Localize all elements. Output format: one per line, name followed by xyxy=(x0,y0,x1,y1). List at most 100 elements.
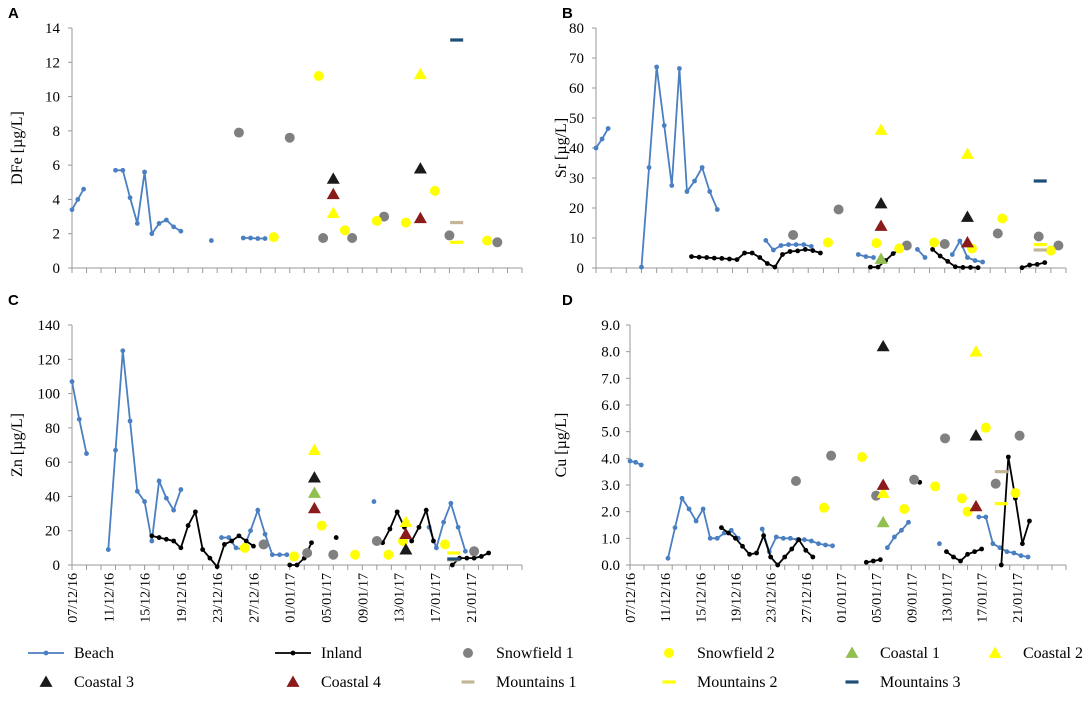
inland-point xyxy=(704,255,710,260)
panel-b-ytick-label: 30 xyxy=(569,171,584,187)
panel-b-series-mountains-1 xyxy=(1033,248,1047,252)
panel-d-ytick-label: 8.0 xyxy=(601,345,620,361)
panel-a-ytick-label: 2 xyxy=(53,227,61,243)
beach-point xyxy=(633,459,639,465)
panel-d-xtick-label: 23/12/16 xyxy=(765,573,780,623)
beach-point xyxy=(661,123,667,128)
snowfield-1-point xyxy=(258,539,269,550)
inland-point xyxy=(171,538,177,544)
inland-point xyxy=(431,538,436,544)
coastal-1-point xyxy=(307,486,321,498)
panel-c-series-coastal-3 xyxy=(307,471,413,555)
panel-b-ytick-label: 60 xyxy=(569,81,584,97)
legend-label: Coastal 1 xyxy=(880,645,940,662)
inland-point xyxy=(930,247,935,252)
panel-b-ytick-label: 70 xyxy=(569,51,584,67)
panel-b: B 0 10 20 30 40 50 60 70 80 Sr [µg/L] xyxy=(553,5,1067,277)
inland-point xyxy=(236,533,242,539)
panel-c-xtick-label: 19/12/16 xyxy=(175,573,190,623)
panel-c-series-mountains-2 xyxy=(447,551,461,555)
beach-point xyxy=(1025,554,1031,560)
legend-label: Coastal 4 xyxy=(321,674,381,691)
inland-point xyxy=(787,249,793,254)
inland-point xyxy=(1027,262,1033,268)
panel-a-ytick-label: 6 xyxy=(53,158,61,174)
beach-point xyxy=(808,244,814,249)
beach-point xyxy=(134,488,140,494)
panel-d-ytick-label: 2.0 xyxy=(601,505,620,521)
beach-point xyxy=(69,379,75,384)
inland-point xyxy=(287,562,293,568)
mountains-2-point xyxy=(447,551,461,555)
panel-c-series-beach xyxy=(69,348,468,558)
snowfield-1-point xyxy=(909,474,920,485)
beach-point xyxy=(780,535,786,541)
legend-swatch xyxy=(286,675,300,687)
snowfield-1-point xyxy=(302,548,313,558)
inland-point xyxy=(222,542,227,547)
coastal-4-point xyxy=(969,499,983,512)
inland-point xyxy=(696,254,702,260)
coastal-4-point xyxy=(399,527,413,540)
panel-d-xtick-label: 07/12/16 xyxy=(624,573,639,623)
inland-point xyxy=(207,555,213,561)
beach-line xyxy=(107,350,182,550)
legend-item-inland: Inland xyxy=(275,645,362,662)
panel-a-series-snowfield-2 xyxy=(268,71,493,246)
beach-point xyxy=(686,506,692,512)
panel-a-ytick-label: 0 xyxy=(53,261,61,277)
snowfield-1-point xyxy=(379,211,390,222)
inland-point xyxy=(1019,265,1025,271)
inland-line xyxy=(1021,261,1045,269)
coastal-4-point xyxy=(326,187,340,200)
panel-d-xtick-label: 09/01/17 xyxy=(905,573,920,623)
coastal-2-point xyxy=(413,67,427,80)
beach-point xyxy=(707,535,713,541)
legend-swatch xyxy=(463,648,473,658)
beach-point xyxy=(665,555,671,561)
beach-point xyxy=(113,447,118,453)
legend-item-mountains-2: Mountains 2 xyxy=(662,674,777,691)
panel-a-series-mountains-2 xyxy=(450,240,464,244)
coastal-3-point xyxy=(876,339,890,352)
beach-point xyxy=(208,238,214,243)
inland-point xyxy=(998,562,1004,568)
panel-d-series-coastal-2 xyxy=(876,345,983,498)
beach-point xyxy=(156,221,162,226)
snowfield-2-point xyxy=(239,542,250,553)
inland-point xyxy=(761,533,767,539)
beach-point xyxy=(248,235,253,241)
coastal-3-point xyxy=(874,197,888,209)
beach-point xyxy=(646,165,652,170)
panel-c-xtick-label: 05/01/17 xyxy=(320,573,335,623)
legend-item-coastal-4: Coastal 4 xyxy=(286,674,381,691)
inland-point xyxy=(333,535,339,540)
panel-d-series-snowfield-2 xyxy=(819,422,1021,517)
coastal-4-point xyxy=(307,501,321,514)
beach-point xyxy=(105,547,111,552)
inland-point xyxy=(875,264,881,270)
snowfield-2-point xyxy=(313,71,324,81)
panel-a-letter: A xyxy=(8,5,19,22)
inland-point xyxy=(742,250,747,256)
beach-point xyxy=(219,535,224,540)
panel-b-series-mountains-3 xyxy=(1033,179,1047,183)
panel-a-ylabel: DFe [µg/L] xyxy=(9,111,26,185)
snowfield-2-point xyxy=(997,213,1008,224)
snowfield-1-point xyxy=(790,476,801,486)
beach-point xyxy=(679,495,685,501)
panel-c-ytick-label: 80 xyxy=(45,421,60,437)
panel-d-ytick-label: 5.0 xyxy=(601,425,620,441)
inland-point xyxy=(178,545,184,551)
panel-d-series-mountains-1 xyxy=(994,470,1008,474)
snowfield-1-point xyxy=(1033,231,1044,242)
beach-point xyxy=(455,524,461,530)
legend-item-beach: Beach xyxy=(28,645,114,662)
panel-c-letter: C xyxy=(8,292,19,309)
beach-point xyxy=(599,136,605,142)
panel-b-ytick-label: 20 xyxy=(569,201,584,217)
inland-point xyxy=(757,255,763,260)
legend-swatch xyxy=(662,680,676,684)
beach-point xyxy=(149,538,155,544)
